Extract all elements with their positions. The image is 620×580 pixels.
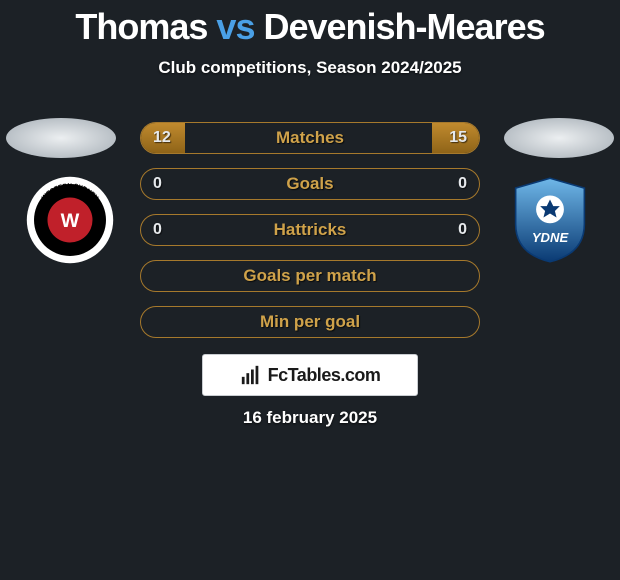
player-photo-right [504, 118, 614, 158]
stat-label: Hattricks [141, 215, 479, 245]
stat-row-goals-per-match: Goals per match [140, 260, 480, 292]
stat-label: Min per goal [141, 307, 479, 337]
stat-row-goals: 0 Goals 0 [140, 168, 480, 200]
stat-row-min-per-goal: Min per goal [140, 306, 480, 338]
title-separator: vs [216, 6, 254, 47]
svg-text:YDNE: YDNE [532, 230, 570, 245]
club-crest-right: YDNE [505, 175, 595, 265]
stat-label: Matches [141, 123, 479, 153]
stat-label: Goals per match [141, 261, 479, 291]
svg-text:W: W [61, 210, 80, 232]
brand-badge: FcTables.com [202, 354, 418, 396]
club-crest-left: W WESTERN SYDNEY [25, 175, 115, 265]
comparison-title: Thomas vs Devenish-Meares [0, 0, 620, 48]
stat-label: Goals [141, 169, 479, 199]
bar-chart-icon [240, 364, 262, 386]
title-left: Thomas [75, 6, 207, 47]
stat-value-right: 15 [437, 123, 479, 153]
comparison-date: 16 february 2025 [0, 408, 620, 428]
stat-value-right: 0 [446, 215, 479, 245]
title-right: Devenish-Meares [263, 6, 544, 47]
stat-value-right: 0 [446, 169, 479, 199]
stat-row-matches: 12 Matches 15 [140, 122, 480, 154]
stat-row-hattricks: 0 Hattricks 0 [140, 214, 480, 246]
player-photo-left [6, 118, 116, 158]
stats-panel: 12 Matches 15 0 Goals 0 0 Hattricks 0 Go… [140, 122, 480, 352]
brand-text: FcTables.com [268, 365, 381, 386]
subtitle: Club competitions, Season 2024/2025 [0, 58, 620, 78]
